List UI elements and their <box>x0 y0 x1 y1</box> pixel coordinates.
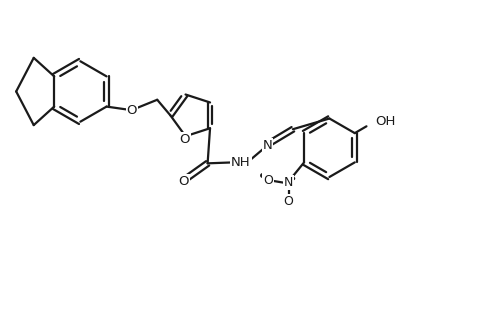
Text: O: O <box>127 104 137 117</box>
Text: OH: OH <box>375 115 396 128</box>
Text: N: N <box>263 139 272 152</box>
Text: O: O <box>263 174 273 187</box>
Text: NH: NH <box>231 156 250 169</box>
Text: O: O <box>179 133 190 146</box>
Text: N: N <box>284 176 293 189</box>
Text: O: O <box>178 175 188 188</box>
Text: O: O <box>284 195 293 208</box>
